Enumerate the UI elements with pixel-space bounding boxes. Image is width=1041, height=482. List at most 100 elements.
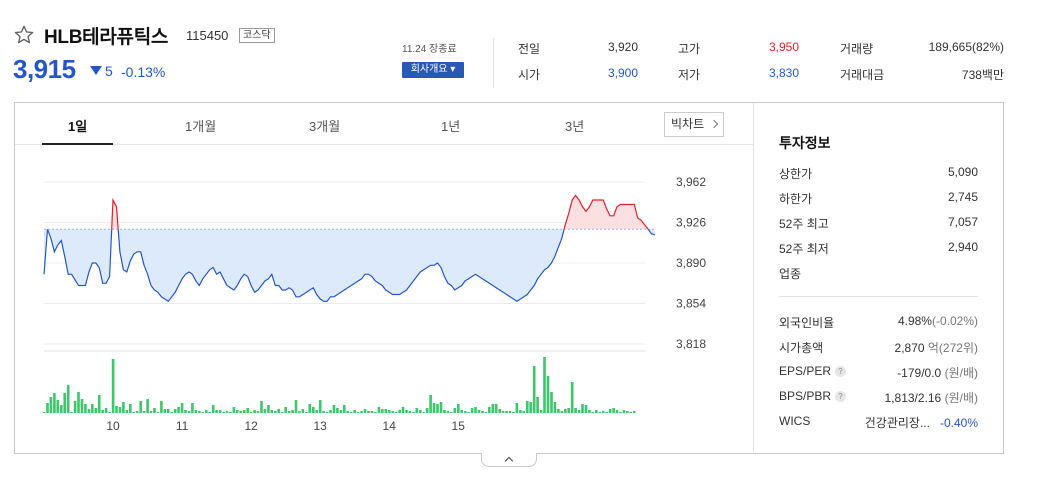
x-tick-label: 15	[452, 419, 466, 433]
volume-bar	[222, 412, 225, 413]
wics-sector[interactable]: 건강관리장...	[864, 416, 930, 430]
big-chart-button[interactable]: 빅차트	[664, 112, 724, 137]
volume-bar	[377, 407, 381, 413]
volume-bar	[122, 402, 125, 413]
bps-pbr-label: BPS/PBR?	[779, 389, 847, 403]
volume-bar	[470, 408, 474, 413]
lower-limit-value: 2,745	[947, 190, 978, 204]
volume-bar	[387, 410, 391, 413]
volume-bar	[429, 395, 432, 413]
volume-bar	[339, 410, 343, 413]
period-tabs: 1일 1개월 3개월 1년 3년 빅차트	[15, 103, 753, 145]
volume-bar	[118, 407, 122, 413]
tab-3y[interactable]: 3년	[565, 119, 585, 134]
volume-bar	[336, 408, 339, 413]
volume-bar	[284, 407, 287, 413]
volume-bar	[398, 410, 401, 413]
volume-bar	[584, 405, 588, 413]
help-icon[interactable]: ?	[835, 366, 847, 377]
volume-bar	[353, 410, 356, 413]
volume-bar	[249, 412, 253, 413]
volume-bar	[132, 412, 136, 413]
volume-bar	[205, 410, 208, 413]
low-label: 저가	[678, 68, 701, 82]
volume-bar	[270, 410, 274, 413]
stock-code: 115450	[186, 28, 229, 43]
market-cap-value: 2,870 억(272위)	[895, 339, 978, 356]
price-line-down	[43, 229, 656, 303]
wics-value: 건강관리장... -0.40%	[865, 414, 978, 431]
open-value: 3,900	[607, 66, 638, 80]
volume-bar	[246, 408, 249, 413]
y-tick-label: 3,962	[676, 175, 706, 189]
foreign-ratio-change: (-0.02%)	[931, 314, 978, 328]
company-overview-button[interactable]: 회사개요 ▾	[402, 62, 464, 78]
volume-bar	[104, 408, 108, 413]
price-area-up	[44, 195, 655, 230]
volume-bar	[80, 399, 84, 413]
volume-bar	[115, 406, 118, 413]
volume-bar	[322, 411, 325, 413]
volume-bar	[526, 401, 529, 413]
volume-bar	[415, 408, 419, 413]
volume-bar	[615, 410, 619, 413]
volume-bar	[443, 410, 446, 413]
tab-3m[interactable]: 3개월	[309, 119, 341, 134]
volume-bar	[381, 409, 384, 413]
eps-per-value: -179/0.0 (원/배)	[897, 364, 978, 381]
market-cap: 2,870	[894, 341, 925, 355]
volume-bar	[356, 412, 360, 413]
volume-bar	[581, 404, 584, 413]
volume-bar	[208, 412, 211, 413]
volume-bar	[370, 411, 374, 413]
active-tab-indicator	[42, 143, 113, 145]
volume-bar	[481, 411, 484, 413]
volume-bar	[73, 401, 77, 413]
volume-bar	[84, 404, 87, 413]
volume-bar	[436, 404, 439, 413]
volume-bar	[498, 409, 501, 413]
x-tick-label: 13	[313, 419, 327, 433]
tab-1y[interactable]: 1년	[441, 119, 461, 134]
volume-bar	[484, 412, 488, 413]
volume-bar	[557, 409, 560, 413]
volume-bar	[467, 412, 470, 413]
open-label: 시가	[518, 68, 541, 82]
foreign-ratio-value: 4.98%(-0.02%)	[898, 314, 978, 328]
tab-1m[interactable]: 1개월	[185, 119, 217, 134]
chevron-right-icon	[709, 119, 719, 129]
prev-close-label: 전일	[518, 42, 541, 56]
volume-bar	[198, 411, 201, 413]
wics-label: WICS	[779, 414, 811, 428]
amount-value: 738백만	[961, 68, 1004, 82]
volume-bar	[522, 411, 526, 413]
volume-bar	[450, 412, 453, 413]
volume-bar	[53, 393, 56, 413]
volume-bar	[349, 412, 353, 413]
volume-bar	[111, 359, 115, 413]
price-change-value: 5	[105, 63, 113, 79]
volume-bar	[77, 392, 80, 413]
volume-bar	[346, 411, 350, 413]
x-tick-label: 12	[244, 419, 258, 433]
volume-bar	[605, 412, 608, 413]
volume-bar	[191, 403, 194, 413]
help-icon[interactable]: ?	[835, 391, 847, 402]
stock-name: HLB테라퓨틱스	[44, 27, 169, 48]
star-icon[interactable]	[13, 24, 35, 46]
wics-change: -0.40%	[939, 416, 978, 430]
volume-bar	[146, 399, 149, 413]
volume-bar	[477, 410, 481, 413]
foreign-ratio: 4.98%	[897, 314, 932, 328]
collapse-button[interactable]	[481, 453, 537, 467]
volume-bar	[422, 412, 425, 413]
volume-bar	[408, 411, 412, 413]
volume-bar	[315, 410, 318, 413]
week52-low-label: 52주 최저	[779, 242, 829, 256]
volume-bar	[177, 407, 180, 413]
tab-1d[interactable]: 1일	[68, 119, 88, 134]
volume-bar	[412, 412, 415, 413]
volume-bar	[595, 410, 598, 413]
volume-bar	[139, 401, 142, 413]
chevron-up-icon	[504, 456, 514, 466]
